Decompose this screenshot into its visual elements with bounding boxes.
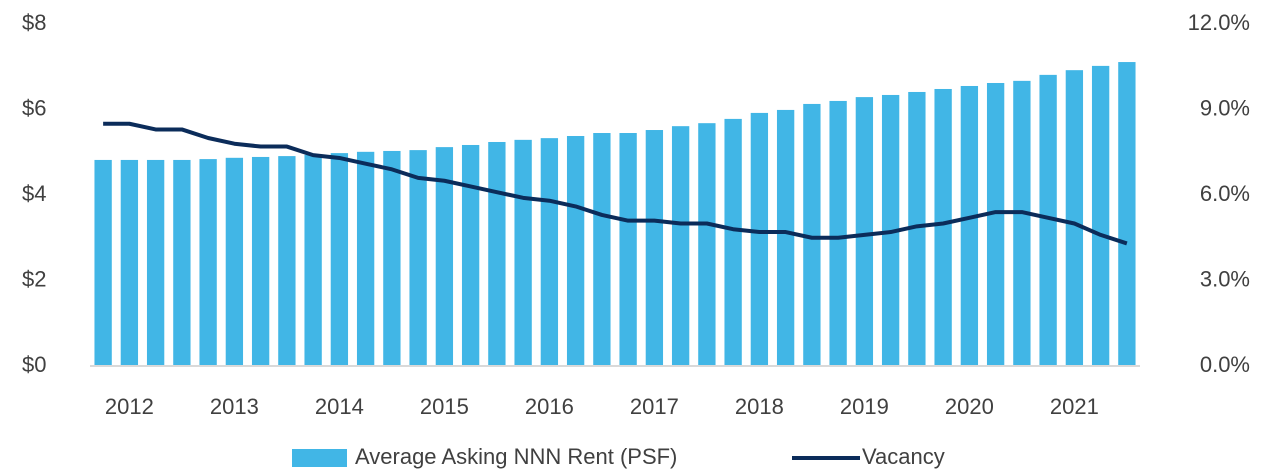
y-tick-label: $4 [22,181,46,206]
y2-tick-label: 3.0% [1200,266,1250,291]
y-tick-label: $8 [22,10,46,35]
x-tick-label: 2012 [105,394,154,419]
bar [94,159,112,366]
bar [960,85,979,367]
bar [304,154,322,366]
bar [645,130,664,366]
legend-label: Vacancy [862,444,945,469]
bar [803,103,821,366]
bar [330,153,349,366]
bar [1091,65,1110,367]
x-tick-label: 2018 [735,394,784,419]
bar [593,133,611,366]
x-tick-label: 2014 [315,394,364,419]
y-tick-label: $2 [22,266,46,291]
bar [1013,80,1031,367]
y2-tick-label: 9.0% [1200,95,1250,120]
bar [540,138,559,366]
bar [619,133,637,366]
bar [934,88,952,366]
legend-label: Average Asking NNN Rent (PSF) [355,444,677,469]
bar [435,147,454,366]
bar [855,97,874,366]
bar [514,139,532,366]
x-tick-label: 2017 [630,394,679,419]
bar [488,141,506,366]
y-tick-label: $6 [22,95,46,120]
bar [986,82,1005,367]
bar [671,126,690,366]
bar [750,112,769,366]
y-tick-label: $0 [22,352,46,377]
bar [461,144,480,366]
bar [566,136,585,366]
line [103,121,1128,246]
x-tick-label: 2015 [420,394,469,419]
bar [1118,62,1136,367]
bar [146,159,165,366]
bar [199,159,217,366]
bar [356,151,375,366]
bar [251,156,270,366]
bar [120,159,139,366]
bar [1039,74,1057,366]
bar [829,100,847,366]
y2-tick-label: 0.0% [1200,352,1250,377]
bar [278,156,296,366]
bar [1065,70,1084,367]
bar [724,118,742,366]
bar [698,123,716,367]
x-tick-label: 2016 [525,394,574,419]
bar [409,150,427,366]
bar [173,159,191,366]
bar [908,91,926,366]
x-tick-label: 2021 [1050,394,1099,419]
x-tick-label: 2020 [945,394,994,419]
bar [225,157,244,366]
y2-tick-label: 6.0% [1200,181,1250,206]
y2-tick-label: 12.0% [1188,10,1250,35]
bar [383,150,401,366]
x-tick-label: 2013 [210,394,259,419]
legend-swatch [292,449,347,467]
x-tick-label: 2019 [840,394,889,419]
bar [776,109,795,367]
